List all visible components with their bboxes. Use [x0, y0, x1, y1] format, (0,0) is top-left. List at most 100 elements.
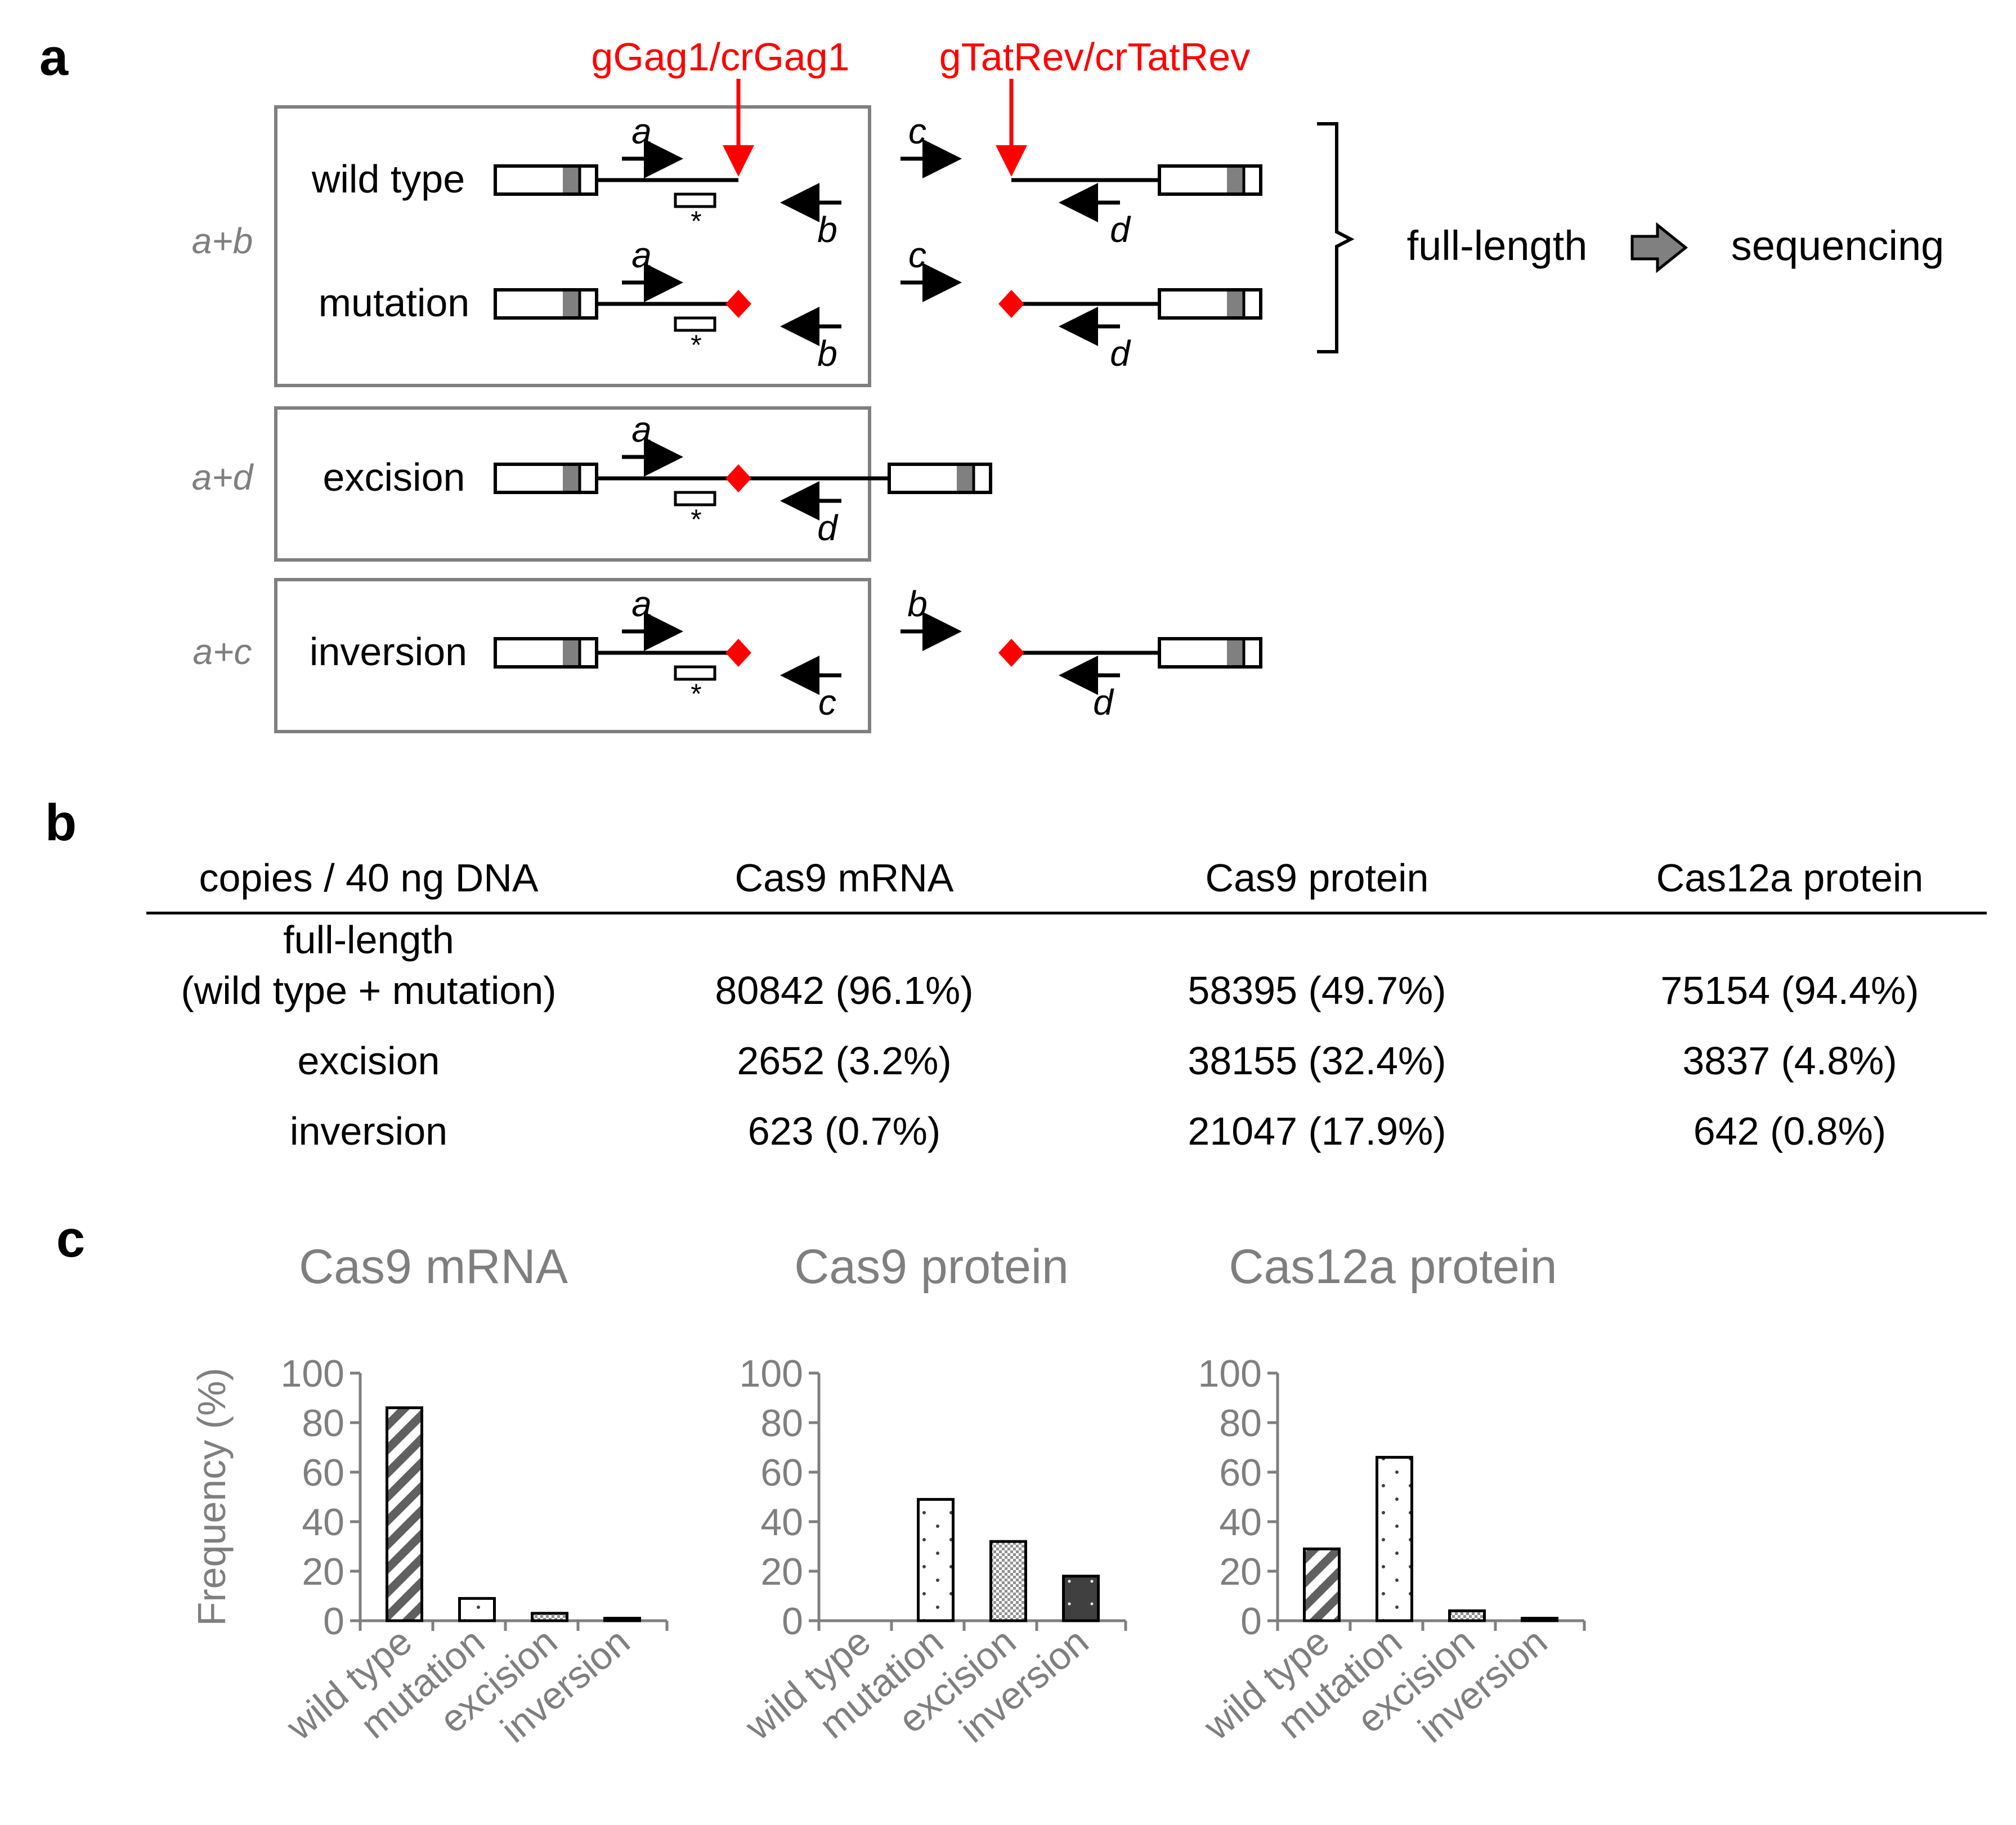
y-tick-label: 40 — [760, 1501, 803, 1544]
y-tick-label: 20 — [302, 1550, 344, 1593]
row-label-inversion: inversion — [310, 630, 467, 674]
row-label-wild-type: wild type — [311, 157, 465, 201]
primer-label-d: d — [1110, 333, 1131, 374]
table-rule — [146, 912, 1987, 914]
bar-mutation — [458, 1597, 496, 1622]
table-cell: 80842 (96.1%) — [715, 968, 974, 1012]
chart-title: Cas9 mRNA — [299, 1240, 568, 1294]
table-row-label: (wild type + mutation) — [181, 968, 557, 1012]
ltr-left-marker — [563, 168, 580, 192]
primer-label-a: a — [631, 235, 652, 275]
gray-arrow-icon — [1630, 222, 1688, 273]
mutation-site-diamond — [725, 290, 751, 318]
y-tick-label: 80 — [1219, 1402, 1262, 1445]
y-tick-label: 40 — [302, 1501, 344, 1544]
bar-excision — [1448, 1609, 1486, 1622]
box-full-length — [274, 105, 871, 387]
y-tick-label: 60 — [760, 1451, 803, 1494]
box-inversion — [274, 578, 871, 733]
probe-asterisk: * — [691, 504, 701, 535]
table-row-label: full-length — [283, 918, 454, 962]
primer-label-c: c — [908, 235, 926, 275]
bar-inversion — [1521, 1617, 1558, 1622]
bar-excision — [989, 1540, 1027, 1622]
primer-label-a: a — [631, 584, 652, 624]
mutation-site-diamond — [998, 290, 1024, 318]
guide-label-gag: gGag1/crGag1 — [591, 35, 849, 79]
table-cell: 2652 (3.2%) — [737, 1039, 952, 1083]
table-cell: 75154 (94.4%) — [1660, 968, 1919, 1012]
y-tick-label: 40 — [1219, 1501, 1262, 1544]
y-tick-label: 60 — [1219, 1451, 1262, 1494]
panel-label-a: a — [39, 29, 69, 86]
construct-inversion: inversion * a c b d — [310, 584, 1262, 723]
construct-wild-type: wild type * a b c d — [311, 111, 1262, 250]
chart-title: Cas9 protein — [794, 1240, 1069, 1294]
primer-label-a: a — [631, 409, 652, 450]
table-row: excision 2652 (3.2%) 38155 (32.4%) 3837 … — [146, 1038, 1987, 1095]
primer-label-d: d — [1093, 682, 1114, 723]
bar-mutation — [917, 1497, 955, 1622]
primer-label-a: a — [631, 111, 652, 151]
primer-label-d: d — [817, 508, 839, 548]
bar-excision — [531, 1612, 568, 1622]
panel-label-c: c — [56, 1210, 86, 1268]
y-tick-label: 0 — [323, 1600, 344, 1643]
table-cell: 21047 (17.9%) — [1188, 1109, 1446, 1153]
probe-asterisk: * — [691, 205, 701, 237]
primer-label-c: c — [818, 682, 836, 723]
bar-inversion — [603, 1617, 641, 1622]
y-tick-label: 100 — [281, 1352, 344, 1395]
panel-a-diagram: gGag1/crGag1 gTatRev/crTatRev a+b a+d a+… — [192, 35, 1945, 733]
chart-title: Cas12a protein — [1229, 1240, 1557, 1294]
y-axis-label: Frequency (%) — [190, 1367, 234, 1626]
table-row-label: inversion — [289, 1109, 448, 1153]
y-tick-label: 20 — [760, 1550, 803, 1593]
y-tick-label: 100 — [1198, 1352, 1262, 1395]
y-tick-label: 100 — [740, 1352, 803, 1395]
table-header-cell: Cas9 protein — [1205, 856, 1429, 900]
mutation-site-diamond — [725, 639, 751, 667]
table-row-label: excision — [297, 1039, 440, 1083]
bar-wild-type — [386, 1406, 423, 1622]
primer-label-b: b — [907, 584, 928, 624]
y-tick-label: 60 — [302, 1451, 344, 1494]
primer-label-b: b — [817, 333, 837, 374]
mutation-site-diamond — [725, 464, 751, 492]
table-cell: 58395 (49.7%) — [1188, 968, 1446, 1012]
table-row: inversion 623 (0.7%) 21047 (17.9%) 642 (… — [146, 1109, 1987, 1165]
probe-asterisk: * — [691, 678, 701, 710]
table-row: (wild type + mutation) 80842 (96.1%) 583… — [146, 968, 1987, 1024]
construct-excision: excision * a d — [323, 409, 992, 548]
table-cell: 38155 (32.4%) — [1188, 1039, 1446, 1083]
y-tick-label: 80 — [760, 1402, 803, 1445]
full-length-label: full-length — [1407, 222, 1588, 269]
primer-label-b: b — [817, 209, 837, 250]
primer-label-d: d — [1110, 209, 1131, 250]
ltr-left — [494, 164, 598, 196]
table-header-cell: copies / 40 ng DNA — [199, 856, 539, 900]
ltr-right — [1158, 164, 1262, 196]
y-tick-label: 20 — [1219, 1550, 1262, 1593]
y-tick-label: 80 — [302, 1402, 344, 1445]
primer-label-c: c — [908, 111, 926, 151]
guide-label-tatrev: gTatRev/crTatRev — [939, 35, 1250, 79]
panel-label-b: b — [45, 794, 77, 851]
y-tick-label: 0 — [782, 1600, 803, 1643]
bracket — [1317, 122, 1355, 353]
table-cell: 642 (0.8%) — [1693, 1109, 1887, 1153]
table-row: full-length — [146, 917, 1987, 974]
group-label-ab: a+b — [192, 221, 253, 261]
bar-wild-type — [1303, 1547, 1341, 1622]
bar-inversion — [1062, 1575, 1100, 1622]
group-label-ad: a+d — [192, 457, 254, 497]
table-header-cell: Cas9 mRNA — [734, 856, 954, 900]
row-label-excision: excision — [323, 455, 465, 499]
bar-mutation — [1376, 1456, 1413, 1622]
table-header-row: copies / 40 ng DNA Cas9 mRNA Cas9 protei… — [146, 855, 1987, 912]
box-excision — [274, 406, 871, 562]
row-label-mutation: mutation — [319, 281, 469, 325]
sequencing-label: sequencing — [1731, 222, 1945, 269]
mutation-site-diamond — [998, 639, 1024, 667]
